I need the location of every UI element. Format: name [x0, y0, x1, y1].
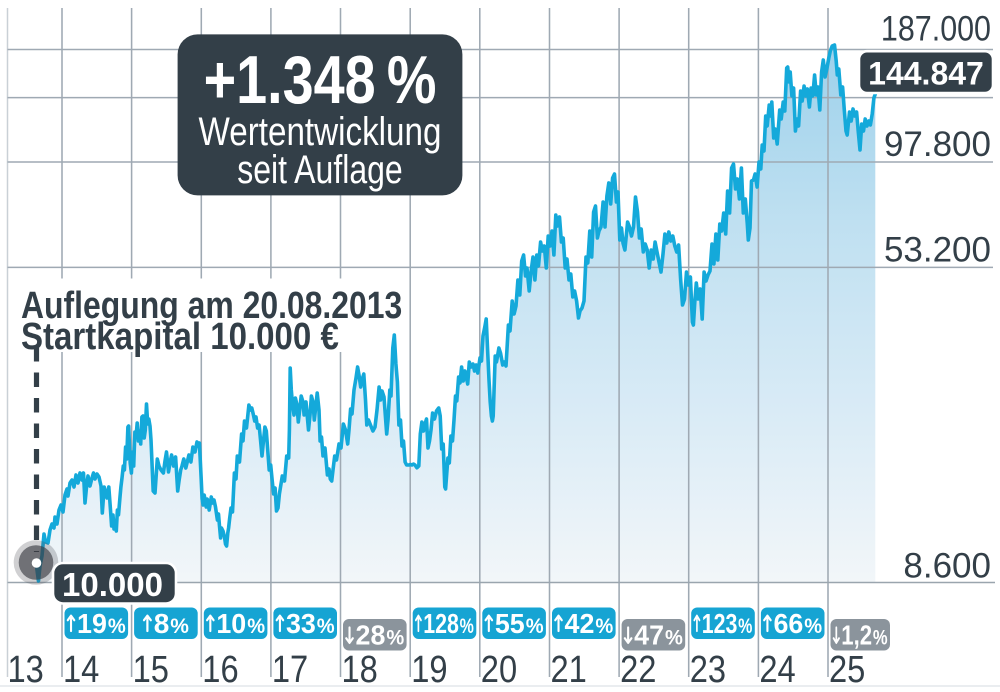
svg-text:18: 18: [341, 648, 377, 687]
svg-text:144.847: 144.847: [868, 55, 984, 91]
svg-text:%: %: [526, 614, 544, 637]
svg-text:%: %: [170, 615, 189, 638]
svg-text:47: 47: [634, 619, 664, 651]
svg-text:10.000: 10.000: [62, 566, 163, 603]
svg-text:14: 14: [63, 648, 99, 687]
svg-text:128: 128: [423, 608, 459, 639]
svg-text:22: 22: [620, 648, 656, 687]
svg-text:23: 23: [690, 648, 726, 687]
svg-text:20: 20: [481, 648, 517, 687]
svg-text:%: %: [738, 614, 753, 638]
svg-text:%: %: [386, 626, 404, 649]
svg-text:42: 42: [565, 607, 595, 639]
svg-text:24: 24: [759, 648, 795, 687]
svg-text:15: 15: [133, 648, 169, 687]
svg-text:8.600: 8.600: [903, 546, 991, 585]
svg-text:8: 8: [154, 608, 170, 639]
svg-text:%: %: [595, 614, 613, 637]
svg-text:21: 21: [551, 648, 587, 687]
svg-text:Wertentwicklung: Wertentwicklung: [199, 109, 442, 154]
svg-text:19: 19: [411, 648, 447, 687]
svg-text:13: 13: [7, 648, 43, 687]
svg-text:%: %: [873, 627, 888, 650]
svg-text:%: %: [247, 614, 265, 637]
svg-text:19: 19: [77, 607, 107, 639]
svg-text:Auflegung am 20.08.2013: Auflegung am 20.08.2013: [21, 284, 402, 326]
svg-text:%: %: [460, 614, 475, 638]
svg-text:97.800: 97.800: [884, 125, 991, 164]
svg-text:%: %: [804, 614, 822, 637]
svg-text:28: 28: [356, 619, 386, 651]
svg-text:55: 55: [495, 607, 525, 639]
svg-text:17: 17: [272, 648, 308, 687]
svg-text:66: 66: [773, 607, 803, 639]
svg-text:33: 33: [286, 607, 316, 639]
svg-text:%: %: [317, 614, 335, 637]
svg-text:10: 10: [216, 607, 246, 639]
svg-text:123: 123: [702, 608, 738, 639]
svg-text:+1.348 %: +1.348 %: [204, 43, 437, 118]
svg-text:25: 25: [829, 648, 865, 687]
svg-text:seit Auflage: seit Auflage: [237, 147, 402, 192]
svg-text:%: %: [108, 614, 126, 637]
svg-text:1,2: 1,2: [841, 620, 872, 651]
svg-text:16: 16: [202, 648, 238, 687]
svg-text:Startkapital 10.000 €: Startkapital 10.000 €: [21, 315, 339, 358]
svg-text:%: %: [665, 626, 683, 649]
svg-text:53.200: 53.200: [884, 231, 991, 270]
svg-text:187.000: 187.000: [881, 8, 991, 47]
